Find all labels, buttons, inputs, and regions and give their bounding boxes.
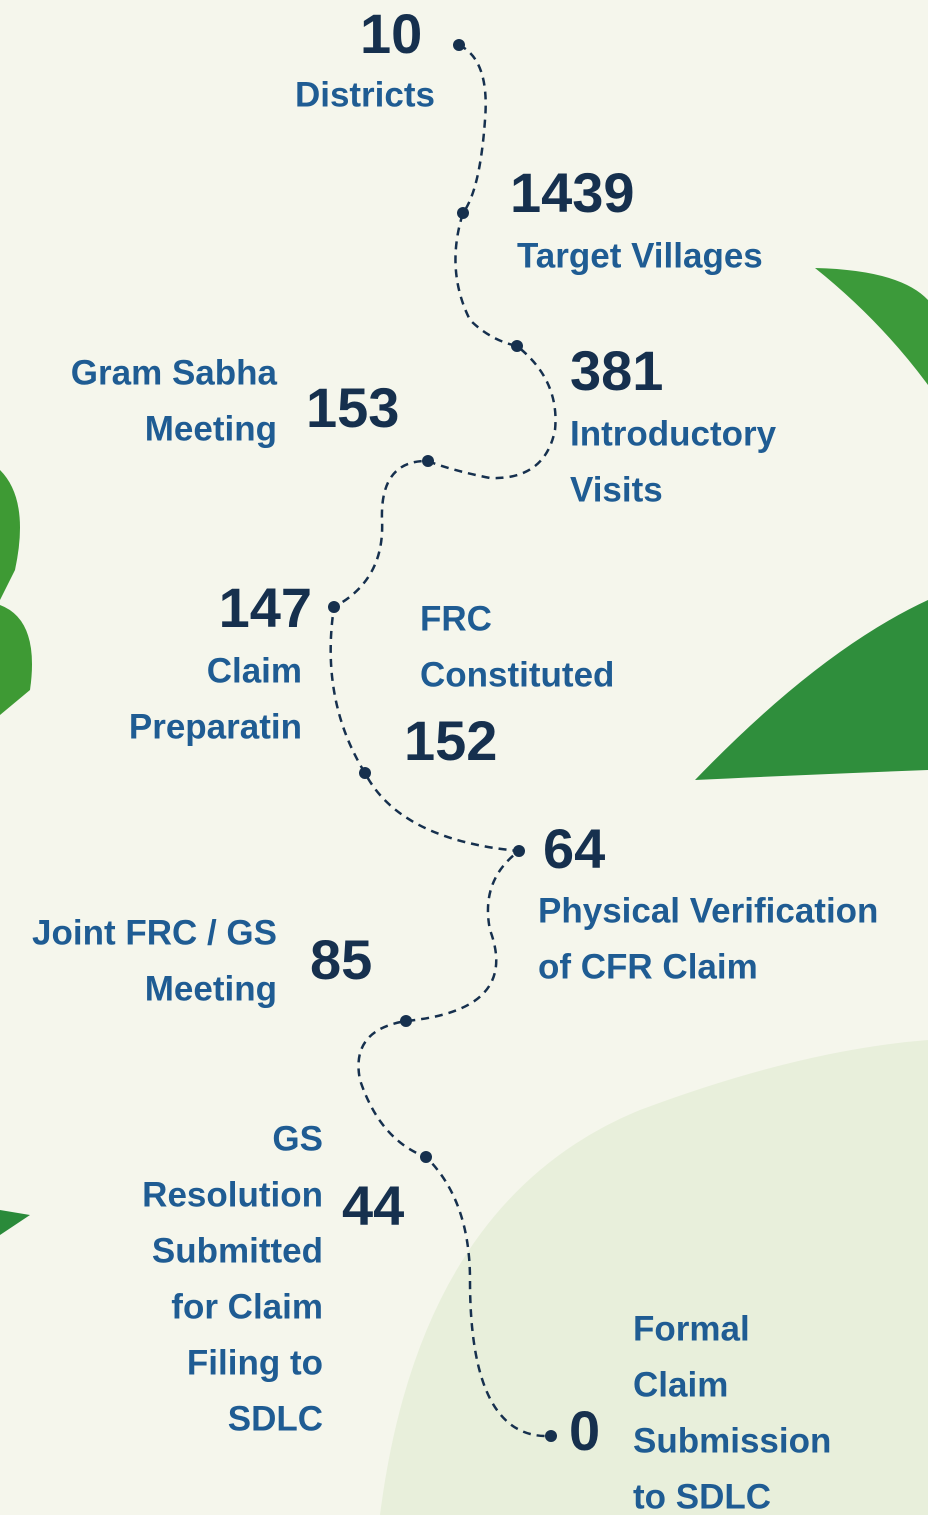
step-dot xyxy=(400,1015,412,1027)
step-value: 381 xyxy=(570,339,663,402)
step-label: Claim xyxy=(207,651,302,690)
step-dot xyxy=(422,455,434,467)
step-label: Physical Verification xyxy=(538,891,878,930)
step-label: to SDLC xyxy=(633,1477,771,1515)
step-dot xyxy=(359,767,371,779)
step-label: SDLC xyxy=(228,1399,323,1438)
step-label: for Claim xyxy=(171,1287,323,1326)
step-value: 0 xyxy=(569,1399,600,1462)
step-value: 44 xyxy=(342,1174,404,1237)
step-label: Target Villages xyxy=(517,236,763,275)
step-label: Joint FRC / GS xyxy=(32,913,277,952)
step-dot xyxy=(513,845,525,857)
step-label: Meeting xyxy=(145,969,277,1008)
step-value: 152 xyxy=(404,709,497,772)
step-label: of CFR Claim xyxy=(538,947,758,986)
step-label: Filing to xyxy=(187,1343,323,1382)
step-label: Gram Sabha xyxy=(71,353,278,392)
step-value: 1439 xyxy=(510,161,635,224)
step-dot xyxy=(457,207,469,219)
step-dot xyxy=(420,1151,432,1163)
step-label: Resolution xyxy=(142,1175,323,1214)
step-label: Introductory xyxy=(570,414,777,453)
step-dot xyxy=(545,1430,557,1442)
step-label: Submission xyxy=(633,1421,831,1460)
step-value: 64 xyxy=(543,817,605,880)
step-label: Visits xyxy=(570,470,663,509)
step-dot xyxy=(511,340,523,352)
step-label: Submitted xyxy=(152,1231,323,1270)
step-label: Claim xyxy=(633,1365,728,1404)
step-label: Preparatin xyxy=(129,707,302,746)
step-label: Meeting xyxy=(145,409,277,448)
step-value: 153 xyxy=(306,376,399,439)
step-label: GS xyxy=(272,1119,323,1158)
step-value: 10 xyxy=(360,2,422,65)
step-label: FRC xyxy=(420,599,492,638)
step-value: 85 xyxy=(310,928,372,991)
step-dot xyxy=(328,601,340,613)
step-value: 147 xyxy=(219,576,312,639)
step-label: Formal xyxy=(633,1309,750,1348)
step-label: Constituted xyxy=(420,655,614,694)
step-label: Districts xyxy=(295,75,435,114)
step-dot xyxy=(453,39,465,51)
infographic: 10 Districts 1439 Target Villages 381 Introdu… xyxy=(0,0,928,1515)
